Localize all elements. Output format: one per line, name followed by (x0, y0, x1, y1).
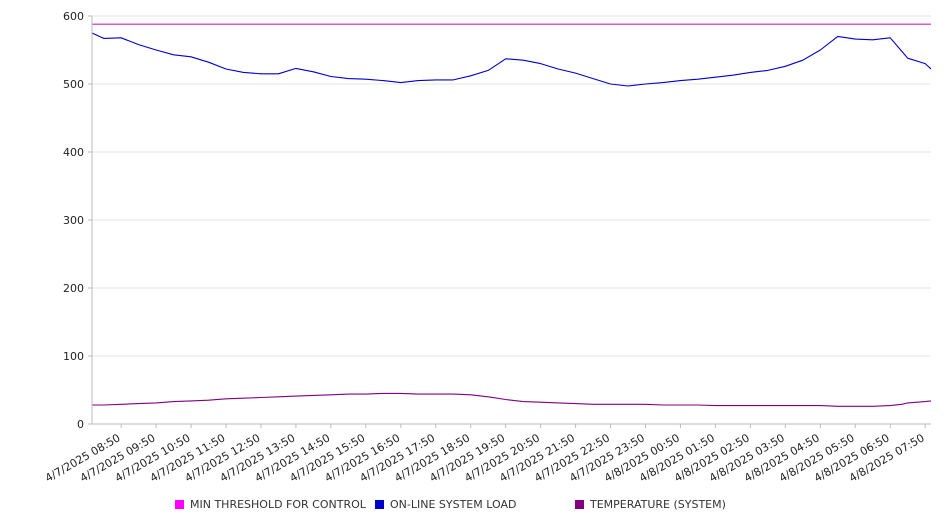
series-lines (91, 23, 932, 407)
legend-item-temperature[interactable]: TEMPERATURE (SYSTEM) (575, 498, 726, 511)
legend-swatch-load (375, 500, 384, 509)
series-online-system-load-line (91, 32, 932, 87)
y-axis-ticks: 0 100 200 300 400 500 600 (63, 10, 92, 431)
legend-item-threshold[interactable]: MIN THRESHOLD FOR CONTROL (175, 498, 366, 511)
axes (91, 16, 931, 425)
y-tick-label: 0 (77, 418, 84, 431)
y-tick-label: 400 (63, 146, 84, 159)
legend-label-threshold: MIN THRESHOLD FOR CONTROL (190, 498, 366, 511)
series-temperature-line (92, 392, 932, 407)
x-axis-ticks: 4/7/2025 08:504/7/2025 09:504/7/2025 10:… (43, 424, 927, 485)
legend-swatch-temperature (575, 500, 584, 509)
legend-label-load: ON-LINE SYSTEM LOAD (390, 498, 517, 511)
legend: MIN THRESHOLD FOR CONTROL ON-LINE SYSTEM… (0, 498, 946, 514)
legend-label-temperature: TEMPERATURE (SYSTEM) (590, 498, 726, 511)
y-tick-label: 300 (63, 214, 84, 227)
grid-lines (92, 15, 931, 357)
legend-swatch-threshold (175, 500, 184, 509)
y-tick-label: 600 (63, 10, 84, 23)
y-tick-label: 200 (63, 282, 84, 295)
y-tick-label: 100 (63, 350, 84, 363)
legend-item-load[interactable]: ON-LINE SYSTEM LOAD (375, 498, 516, 511)
y-tick-label: 500 (63, 78, 84, 91)
